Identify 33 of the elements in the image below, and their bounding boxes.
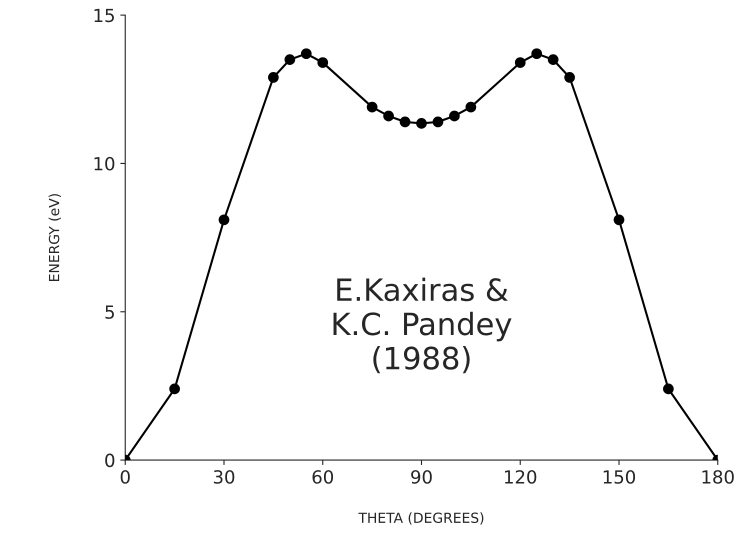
point bbox=[614, 214, 624, 226]
point bbox=[416, 118, 427, 129]
point bbox=[548, 54, 559, 65]
point bbox=[514, 57, 526, 68]
point bbox=[432, 116, 444, 128]
x-tick-label: 150 bbox=[604, 470, 636, 484]
x-tick-label: 0 bbox=[120, 470, 130, 484]
point bbox=[400, 116, 410, 128]
x-tick-label: 180 bbox=[702, 470, 734, 484]
y-tick-label: 10 bbox=[94, 156, 114, 171]
y-axis-title: ENERGY (eV) bbox=[48, 194, 61, 281]
point bbox=[466, 102, 476, 112]
point bbox=[300, 48, 312, 60]
point bbox=[366, 102, 378, 112]
point bbox=[218, 214, 230, 226]
x-tick-label: 90 bbox=[411, 470, 432, 484]
point bbox=[564, 72, 575, 83]
x-tick-label: 60 bbox=[312, 470, 334, 484]
y-tick-label: 15 bbox=[94, 8, 114, 22]
point bbox=[531, 48, 542, 60]
x-tick-label: 30 bbox=[214, 470, 234, 484]
point bbox=[449, 110, 460, 122]
point bbox=[383, 110, 394, 122]
point bbox=[268, 72, 279, 83]
point bbox=[169, 384, 180, 394]
point bbox=[317, 57, 328, 68]
y-tick-label: 5 bbox=[105, 305, 114, 319]
point bbox=[284, 54, 296, 65]
y-tick-label: 0 bbox=[105, 454, 114, 468]
x-axis-title: THETA (DEGREES) bbox=[358, 512, 484, 525]
point bbox=[663, 384, 674, 394]
x-tick-label: 120 bbox=[505, 470, 536, 484]
annotation: E.Kaxiras & K.C. Pandey (1988) bbox=[334, 278, 512, 374]
